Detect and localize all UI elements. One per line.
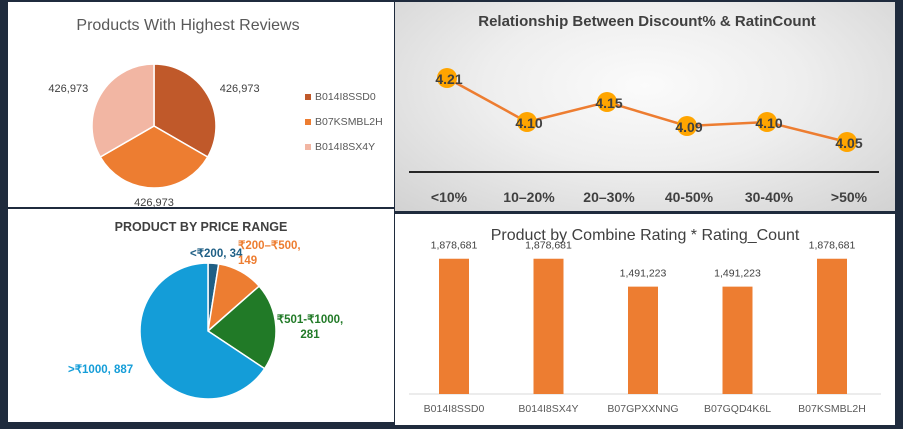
combined-rating-category-label: B07GQD4K6L (704, 403, 771, 415)
price-range-pie-slice (206, 285, 277, 370)
combined-rating-panel: Product by Combine Rating * Rating_Count… (395, 214, 895, 425)
reviews-data-label: 426,973 (48, 83, 88, 95)
reviews-legend-label: B07KSMBL2H (315, 116, 383, 128)
discount-data-label: 4.10 (755, 115, 782, 131)
discount-point (677, 116, 697, 136)
discount-data-label: 4.05 (835, 135, 862, 151)
discount-point (837, 132, 857, 152)
discount-point (517, 112, 537, 132)
price-range-chart-title: PRODUCT BY PRICE RANGE (115, 220, 288, 234)
combined-rating-chart-title: Product by Combine Rating * Rating_Count (491, 227, 800, 244)
discount-data-label: 4.09 (675, 119, 702, 135)
price-range-data-label: >₹1000, 887 (68, 364, 133, 376)
reviews-legend-label: B014I8SX4Y (315, 141, 375, 153)
combined-rating-data-label: 1,878,681 (431, 240, 478, 252)
discount-data-label: 4.10 (515, 115, 542, 131)
combined-rating-category-label: B014I8SSD0 (424, 403, 485, 415)
price-range-pie-chart: PRODUCT BY PRICE RANGE <₹200, 34₹200–₹50… (68, 220, 343, 400)
discount-category-label: <10% (431, 189, 468, 205)
reviews-chart-title: Products With Highest Reviews (76, 17, 299, 34)
combined-rating-bar (722, 286, 753, 394)
discount-data-label: 4.21 (435, 71, 462, 87)
combined-rating-data-label: 1,878,681 (809, 240, 856, 252)
discount-category-label: 40-50% (665, 189, 714, 205)
combined-rating-bar-chart: Product by Combine Rating * Rating_Count… (409, 227, 881, 415)
discount-category-label: >50% (831, 189, 868, 205)
reviews-pie-slice (91, 63, 155, 159)
discount-category-label: 30-40% (745, 189, 794, 205)
combined-rating-data-label: 1,491,223 (714, 268, 761, 280)
discount-chart-title: Relationship Between Discount% & RatinCo… (478, 13, 816, 30)
price-range-panel: PRODUCT BY PRICE RANGE <₹200, 34 ₹200–₹50… (8, 209, 394, 422)
reviews-pie-slice (99, 125, 209, 189)
reviews-legend-swatch (305, 119, 311, 125)
price-range-data-label: ₹501-₹1000, 281 (277, 314, 343, 341)
combined-rating-data-label: 1,878,681 (525, 240, 572, 252)
price-range-pie-slice (139, 262, 266, 400)
combined-rating-bar (817, 258, 847, 394)
discount-point (437, 68, 457, 88)
reviews-data-label: 426,973 (220, 83, 260, 95)
discount-series-line (446, 76, 848, 144)
reviews-panel: Products With Highest Reviews 426,973 426… (8, 2, 394, 207)
combined-rating-category-label: B014I8SX4Y (518, 403, 578, 415)
reviews-pie-slice (153, 63, 217, 159)
reviews-legend-label: B014I8SSD0 (315, 91, 376, 103)
combined-rating-category-label: B07KSMBL2H (798, 403, 866, 415)
discount-point (757, 112, 777, 132)
combined-rating-bar (439, 258, 469, 394)
discount-line-chart: Relationship Between Discount% & RatinCo… (409, 13, 879, 205)
price-range-data-label: <₹200, 34 (190, 248, 243, 260)
discount-data-label: 4.15 (595, 95, 622, 111)
combined-rating-bar (533, 258, 564, 394)
combined-rating-category-label: B07GPXXNNG (607, 403, 678, 415)
combined-rating-bar (628, 286, 658, 394)
reviews-pie-chart: Products With Highest Reviews 426,973 426… (48, 17, 383, 207)
price-range-data-label: ₹200–₹500, 149 (238, 240, 301, 267)
discount-point (597, 92, 617, 112)
reviews-legend-swatch (305, 144, 311, 150)
discount-panel: Relationship Between Discount% & RatinCo… (395, 2, 895, 211)
discount-category-label: 10–20% (503, 189, 555, 205)
combined-rating-data-label: 1,491,223 (620, 268, 667, 280)
reviews-data-label: 426,973 (134, 197, 174, 207)
discount-category-label: 20–30% (583, 189, 635, 205)
reviews-legend-swatch (305, 94, 311, 100)
